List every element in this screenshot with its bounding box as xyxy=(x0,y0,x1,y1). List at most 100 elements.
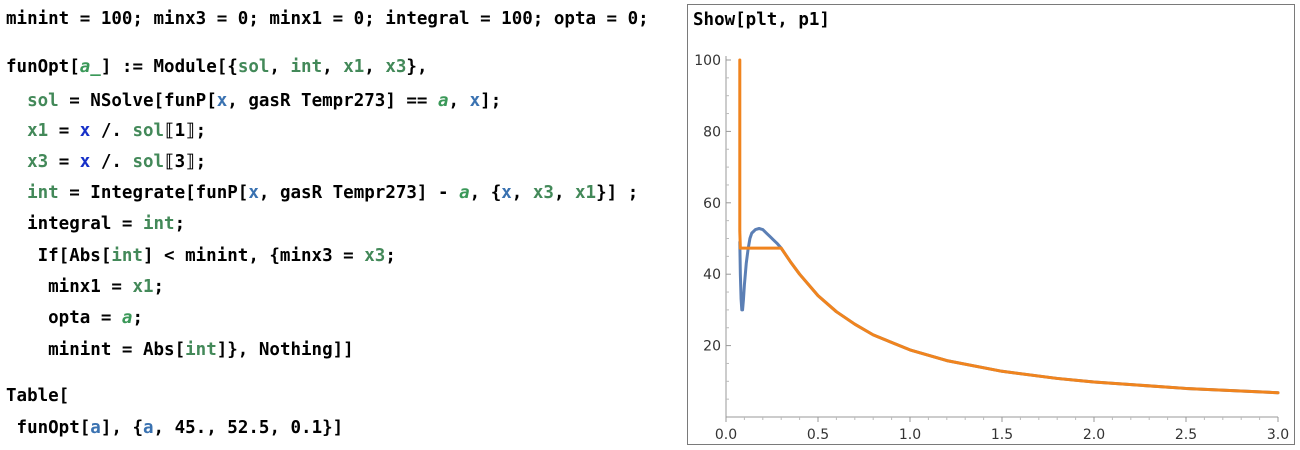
code-token: , xyxy=(269,57,291,77)
code-token: a xyxy=(143,418,154,438)
code-token: = NSolve[funP[ xyxy=(58,91,217,111)
series-line-1 xyxy=(738,227,1280,395)
code-token: sol xyxy=(237,57,270,77)
code-token: ⟦3⟧; xyxy=(164,152,207,172)
code-token: a xyxy=(90,418,101,438)
code-token: sol xyxy=(27,91,59,111)
code-token: x3 xyxy=(27,152,49,172)
code-token: x xyxy=(79,121,91,141)
code-token: , xyxy=(448,91,470,111)
code-line[interactable]: x3 = x /. sol⟦3⟧; xyxy=(6,150,206,174)
code-token: , xyxy=(322,57,344,77)
code-line[interactable]: x1 = x /. sol⟦1⟧; xyxy=(6,119,206,143)
code-token: funOpt[ xyxy=(6,418,91,438)
code-token: minint = Abs[ xyxy=(6,340,186,360)
code-token: int xyxy=(142,214,175,234)
code-token: ] < minint, {minx3 = xyxy=(142,246,365,266)
code-token: /. xyxy=(90,121,133,141)
code-line[interactable]: minint = 100; minx3 = 0; minx1 = 0; inte… xyxy=(6,7,649,31)
code-token: ; xyxy=(132,308,143,328)
code-token: x xyxy=(248,183,259,203)
code-token: }] ; xyxy=(596,183,639,203)
code-input-cell[interactable]: minint = 100; minx3 = 0; minx1 = 0; inte… xyxy=(0,0,680,450)
code-token: x xyxy=(79,152,91,172)
code-token: int xyxy=(185,340,217,360)
code-token: = xyxy=(48,121,80,141)
code-line[interactable]: opta = a; xyxy=(6,306,143,330)
code-token: x3 xyxy=(532,183,554,203)
code-token: x1 xyxy=(575,183,597,203)
code-token: a xyxy=(459,183,470,203)
code-token: , 45., 52.5, 0.1}] xyxy=(153,418,344,438)
code-token: x1 xyxy=(27,121,49,141)
y-tick-label: 40 xyxy=(703,267,721,283)
code-token: sol xyxy=(132,152,165,172)
y-tick-label: 80 xyxy=(703,124,721,140)
code-token: x1 xyxy=(343,57,365,77)
code-token: x xyxy=(469,91,481,111)
code-line[interactable]: If[Abs[int] < minint, {minx3 = x3; xyxy=(6,244,396,268)
code-token: int xyxy=(290,57,323,77)
series-line-2 xyxy=(738,58,1280,395)
code-token: funOpt[ xyxy=(6,57,80,77)
code-token: a xyxy=(438,91,449,111)
code-token: x xyxy=(216,91,228,111)
code-line[interactable]: Table[ xyxy=(6,384,69,408)
code-token: ]}, Nothing]] xyxy=(216,340,354,360)
plot-cell-code[interactable]: Show[plt, p1] xyxy=(693,10,830,30)
code-token: , { xyxy=(469,183,502,203)
code-token xyxy=(6,121,27,141)
x-tick-label: 1.5 xyxy=(991,427,1013,443)
code-token: /. xyxy=(90,152,133,172)
x-tick-label: 2.5 xyxy=(1175,427,1197,443)
code-line[interactable]: funOpt[a], {a, 45., 52.5, 0.1}] xyxy=(6,416,344,440)
code-token: x3 xyxy=(364,246,386,266)
x-tick-label: 2.0 xyxy=(1083,427,1105,443)
code-line[interactable]: int = Integrate[funP[x, gasR Tempr273] -… xyxy=(6,181,638,205)
code-token: int xyxy=(27,183,59,203)
code-line[interactable]: minx1 = x1; xyxy=(6,275,164,299)
code-token: x1 xyxy=(132,277,154,297)
code-token: a_ xyxy=(79,57,101,77)
code-token: , xyxy=(553,183,576,203)
code-token xyxy=(6,91,27,111)
code-token: ]; xyxy=(480,91,502,111)
code-token: ; xyxy=(153,277,165,297)
y-tick-label: 20 xyxy=(703,339,721,355)
code-token: integral = xyxy=(6,214,143,234)
code-token: ], { xyxy=(100,418,143,438)
plot-input-cell[interactable]: Show[plt, p1] 0.0 0.5 1.0 1.5 2.0 2.5 3.0 20 40 6… xyxy=(687,4,1295,445)
code-line[interactable]: funOpt[a_] := Module[{sol, int, x1, x3}, xyxy=(6,55,428,79)
code-token: }, xyxy=(406,57,428,77)
code-token: = Integrate[funP[ xyxy=(58,183,249,203)
code-token: minx1 = xyxy=(6,277,133,297)
code-line[interactable]: integral = int; xyxy=(6,212,185,236)
y-tick-label: 100 xyxy=(694,53,721,69)
code-token: ⟦1⟧; xyxy=(164,121,207,141)
code-token xyxy=(6,152,27,172)
code-token: = xyxy=(48,152,80,172)
code-token: , gasR Tempr273] - xyxy=(258,183,460,203)
y-tick-label: 60 xyxy=(703,196,721,212)
code-token: ; xyxy=(385,246,396,266)
code-token: a xyxy=(121,308,133,328)
x-tick-label: 0.5 xyxy=(807,427,829,443)
code-token: , gasR Tempr273] == xyxy=(227,91,438,111)
code-token: , xyxy=(364,57,386,77)
code-token: x3 xyxy=(385,57,407,77)
code-token: x xyxy=(501,183,512,203)
code-token: If[Abs[ xyxy=(6,246,112,266)
code-token: opta = xyxy=(6,308,122,328)
code-line[interactable]: sol = NSolve[funP[x, gasR Tempr273] == a… xyxy=(6,89,501,113)
code-token: int xyxy=(111,246,143,266)
code-line[interactable]: minint = Abs[int]}, Nothing]] xyxy=(6,338,354,362)
code-token xyxy=(6,183,27,203)
plot-chart: 0.0 0.5 1.0 1.5 2.0 2.5 3.0 20 40 60 80 100 xyxy=(694,53,1289,443)
code-token: ] := Module[{ xyxy=(100,57,238,77)
code-token: sol xyxy=(132,121,165,141)
code-token: ; xyxy=(174,214,186,234)
code-token: minint = 100; minx3 = 0; minx1 = 0; inte… xyxy=(6,9,649,29)
code-token: Table[ xyxy=(6,386,70,406)
code-token: , xyxy=(511,183,533,203)
x-tick-label: 3.0 xyxy=(1267,427,1289,443)
